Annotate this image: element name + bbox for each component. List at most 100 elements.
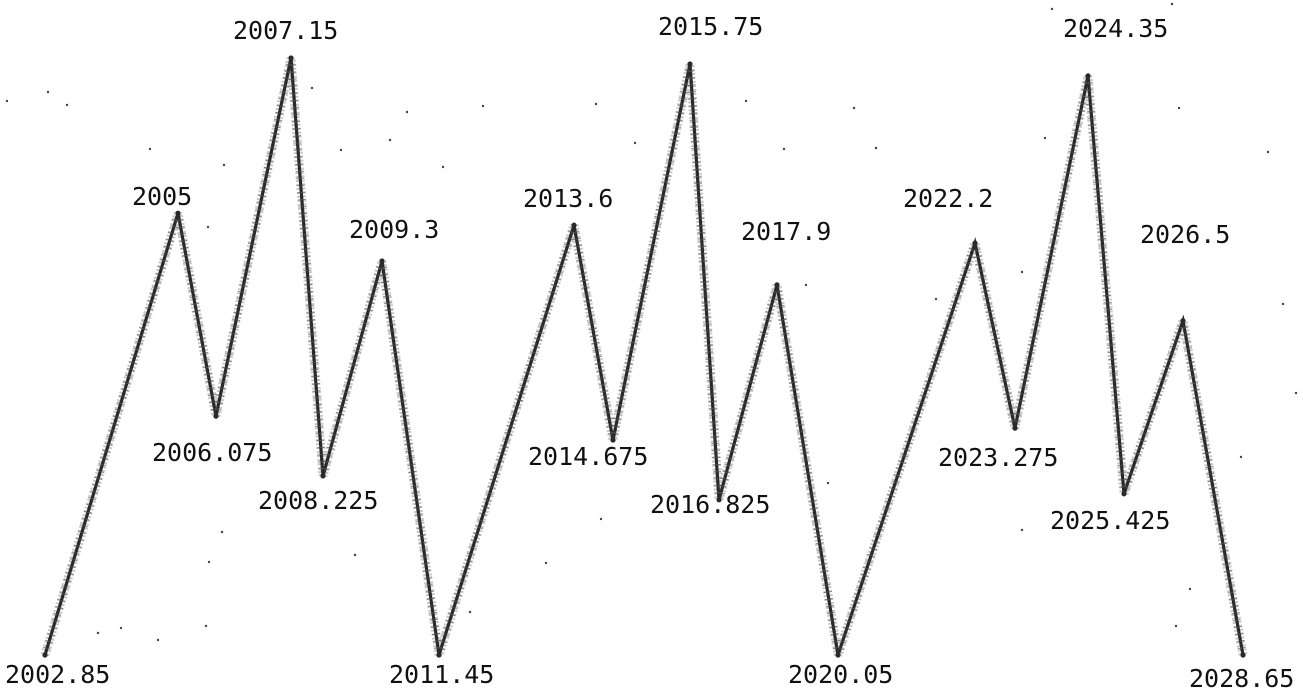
- scan-speck: [594, 102, 598, 106]
- line-texture-tick: [686, 70, 695, 72]
- line-texture-tick: [149, 293, 158, 297]
- line-texture-tick: [1069, 143, 1078, 147]
- line-texture-tick: [724, 463, 733, 467]
- line-texture-tick: [504, 431, 513, 436]
- line-texture-tick: [748, 373, 757, 377]
- line-texture-tick: [338, 405, 347, 409]
- line-texture-tick: [415, 520, 424, 523]
- line-texture-tick: [673, 125, 682, 128]
- line-texture-tick: [345, 377, 354, 381]
- line-texture-tick: [192, 310, 201, 313]
- line-texture-tick: [413, 506, 422, 509]
- line-texture-tick: [1093, 181, 1102, 183]
- line-texture-tick: [429, 618, 438, 621]
- line-texture-tick: [944, 321, 953, 325]
- line-texture-tick: [860, 573, 869, 577]
- line-texture-tick: [1122, 485, 1131, 489]
- line-texture-tick: [206, 387, 215, 390]
- line-texture-tick: [1061, 185, 1070, 188]
- line-texture-tick: [1124, 478, 1133, 483]
- line-texture-tick: [1180, 326, 1189, 329]
- line-texture-tick: [1109, 372, 1118, 375]
- line-texture-tick: [253, 215, 262, 218]
- line-texture-tick: [1215, 521, 1224, 524]
- line-texture-tick: [664, 167, 673, 170]
- line-texture-tick: [1107, 344, 1116, 346]
- line-texture-tick: [187, 282, 196, 285]
- line-texture-tick: [179, 240, 188, 243]
- line-texture-tick: [412, 499, 421, 502]
- line-texture-tick: [605, 418, 614, 421]
- line-texture-tick: [737, 415, 746, 419]
- line-texture-tick: [243, 263, 252, 266]
- line-texture-tick: [563, 243, 572, 247]
- line-texture-tick: [235, 304, 244, 308]
- line-texture-tick: [707, 386, 716, 389]
- line-texture-tick: [445, 619, 454, 624]
- line-texture-tick: [1103, 301, 1112, 304]
- line-texture-tick: [259, 187, 268, 191]
- line-texture-tick: [660, 188, 669, 191]
- line-texture-tick: [309, 347, 318, 350]
- line-texture-tick: [1091, 167, 1100, 169]
- point-label-peak: 2013.6: [523, 184, 613, 213]
- line-texture-tick: [61, 585, 70, 589]
- line-texture-tick: [700, 288, 710, 290]
- line-texture-tick: [266, 153, 275, 156]
- line-texture-tick: [871, 540, 880, 544]
- line-texture-tick: [964, 261, 973, 265]
- line-texture-tick: [686, 77, 695, 79]
- line-texture-tick: [688, 98, 697, 100]
- line-texture-tick: [1229, 598, 1237, 601]
- line-texture-tick: [849, 606, 858, 611]
- line-texture-tick: [288, 71, 297, 73]
- line-texture-tick: [1099, 259, 1108, 261]
- line-texture-tick: [690, 133, 699, 135]
- line-texture-tick: [696, 217, 705, 220]
- line-texture-tick: [555, 270, 564, 274]
- line-texture-tick: [1078, 102, 1087, 105]
- data-point: [213, 413, 219, 419]
- line-texture-tick: [521, 377, 530, 382]
- line-texture-tick: [43, 646, 52, 650]
- line-texture-tick: [1214, 514, 1222, 517]
- line-texture-tick: [303, 276, 312, 279]
- line-texture-tick: [159, 259, 168, 263]
- line-texture-tick: [294, 149, 303, 151]
- line-texture-tick: [873, 533, 882, 538]
- scan-speck: [804, 283, 808, 287]
- line-texture-tick: [302, 255, 311, 258]
- line-texture-tick: [1138, 438, 1147, 443]
- scan-speck: [852, 106, 856, 110]
- line-texture-tick: [1202, 451, 1211, 455]
- line-texture-tick: [222, 366, 231, 370]
- line-texture-tick: [124, 374, 133, 378]
- line-texture-tick: [1154, 392, 1162, 396]
- line-texture-tick: [867, 553, 876, 558]
- line-texture-tick: [305, 305, 315, 307]
- line-texture-tick: [240, 277, 249, 280]
- line-texture-tick: [426, 597, 435, 600]
- line-texture-tick: [1071, 136, 1080, 140]
- line-texture-tick: [1116, 457, 1125, 460]
- line-texture-tick: [1028, 344, 1037, 347]
- line-texture-tick: [940, 334, 949, 338]
- line-texture-tick: [573, 244, 582, 248]
- line-texture-tick: [996, 358, 1005, 361]
- line-texture-tick: [1235, 632, 1244, 636]
- line-texture-tick: [776, 304, 785, 307]
- line-texture-tick: [296, 184, 305, 187]
- line-texture-tick: [889, 487, 898, 491]
- data-point: [716, 497, 722, 503]
- line-texture-tick: [417, 534, 426, 537]
- line-texture-tick: [935, 347, 944, 352]
- line-texture-tick: [252, 222, 261, 225]
- scan-noise: [5, 2, 1298, 642]
- line-texture-tick: [692, 154, 701, 157]
- line-texture-tick: [1029, 337, 1038, 340]
- scan-speck: [1281, 302, 1285, 306]
- line-texture-tick: [269, 139, 278, 142]
- line-texture-tick: [384, 302, 393, 305]
- line-texture-tick: [692, 161, 701, 164]
- line-texture-tick: [79, 524, 88, 528]
